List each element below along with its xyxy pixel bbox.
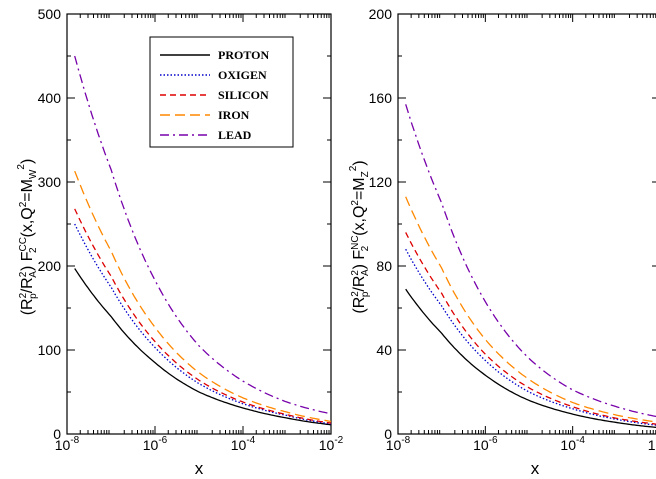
left-ylabel-s2: A <box>28 271 39 278</box>
left-x-axis-label: x <box>195 459 204 478</box>
right-panel: 10-810-610-410-204080120160200 <box>369 6 656 453</box>
legend-label-proton: PROTON <box>218 48 269 62</box>
right-y-tick-label: 120 <box>369 174 393 190</box>
left-x-tick-label: 10-2 <box>319 435 344 453</box>
right-ylabel-m1: /R <box>351 276 368 292</box>
right-x-tick-base: 10 <box>386 437 402 453</box>
right-series-proton <box>405 288 656 428</box>
left-ylabel-s4: W <box>28 169 39 179</box>
left-ylabel-m4: =M <box>19 179 36 202</box>
left-y-tick-label: 400 <box>38 90 62 106</box>
left-ylabel-s3: 2 <box>28 247 39 253</box>
right-series-oxigen <box>405 248 656 426</box>
left-ylabel-sup1: 2 <box>18 292 29 298</box>
left-x-tick-label: 10-6 <box>143 435 168 453</box>
left-series-silicon <box>74 208 332 424</box>
left-y-tick-label: 0 <box>53 426 61 442</box>
right-ylabel-sup1: 2 <box>350 291 361 297</box>
right-x-tick-label: 10-8 <box>386 435 411 453</box>
left-x-tick-label: 10-8 <box>55 435 80 453</box>
left-ylabel-sup4: 2 <box>18 201 29 207</box>
right-ylabel-m2: ) F <box>351 250 368 270</box>
left-x-tick-base: 10 <box>143 437 159 453</box>
right-series-lead <box>405 104 656 418</box>
legend-label-oxigen: OXIGEN <box>218 68 267 82</box>
left-ylabel-sup5: 2 <box>16 164 27 170</box>
left-ylabel-s1: p <box>28 293 39 299</box>
right-ylabel-sup2: 2 <box>350 270 361 276</box>
right-x-tick-exp: -6 <box>489 435 498 446</box>
left-ylabel-m2: ) F <box>19 251 36 271</box>
right-series-iron <box>405 196 656 423</box>
left-x-tick-base: 10 <box>55 437 71 453</box>
right-y-tick-label: 200 <box>369 6 393 22</box>
left-x-tick-exp: -4 <box>246 435 255 446</box>
left-ylabel-pre: (R <box>19 298 36 315</box>
right-x-tick-base: 10 <box>560 437 576 453</box>
left-ylabel-post: ) <box>19 159 36 164</box>
right-ylabel-pre: (R <box>351 297 368 314</box>
left-x-tick-base: 10 <box>319 437 335 453</box>
right-y-axis-label: (R2p/R2A) FNC2(x,Q2=MZ2) <box>348 160 371 313</box>
right-x-tick-base: 10 <box>648 437 656 453</box>
right-x-tick-label: 10-2 <box>648 435 656 453</box>
right-x-tick-base: 10 <box>473 437 489 453</box>
right-x-tick-label: 10-6 <box>473 435 498 453</box>
right-ylabel-s4: Z <box>360 171 371 177</box>
left-ylabel-m3: (x,Q <box>19 207 36 237</box>
left-x-tick-exp: -6 <box>158 435 167 446</box>
right-y-tick-label: 40 <box>376 342 392 358</box>
left-x-tick-exp: -2 <box>334 435 343 446</box>
left-plot-frame <box>66 13 332 435</box>
left-ylabel-sup2: 2 <box>18 271 29 277</box>
right-ylabel-m4: =M <box>351 177 368 200</box>
right-ylabel-sup5: 2 <box>348 165 359 171</box>
right-y-tick-label: 80 <box>376 258 392 274</box>
legend: PROTON OXIGEN SILICON IRON LEAD <box>149 36 294 148</box>
right-ylabel-s1: p <box>360 291 371 297</box>
right-y-tick-label: 160 <box>369 90 393 106</box>
legend-label-silicon: SILICON <box>218 88 269 102</box>
left-y-tick-label: 200 <box>38 258 62 274</box>
left-x-tick-label: 10-4 <box>231 435 256 453</box>
right-x-tick-label: 10-4 <box>560 435 585 453</box>
right-ylabel-m3: (x,Q <box>351 206 368 236</box>
left-ylabel-sup3: CC <box>18 237 29 251</box>
right-ylabel-s2: A <box>360 269 371 276</box>
legend-label-iron: IRON <box>218 108 250 122</box>
left-series-lead <box>74 55 332 415</box>
right-ylabel-s3: 2 <box>360 245 371 251</box>
left-y-tick-label: 300 <box>38 174 62 190</box>
right-plot-frame <box>397 13 656 435</box>
left-y-tick-label: 500 <box>38 6 62 22</box>
right-ylabel-sup3: NC <box>350 235 361 249</box>
right-series-silicon <box>405 232 656 425</box>
legend-label-lead: LEAD <box>218 128 252 142</box>
left-ylabel-m1: /R <box>19 277 36 293</box>
left-series-proton <box>74 268 332 426</box>
right-x-tick-exp: -4 <box>576 435 585 446</box>
right-ylabel-sup4: 2 <box>350 200 361 206</box>
right-y-tick-label: 0 <box>384 426 392 442</box>
right-ylabel-post: ) <box>351 160 368 165</box>
left-x-tick-exp: -8 <box>70 435 79 446</box>
right-x-tick-exp: -8 <box>401 435 410 446</box>
left-series-iron <box>74 170 332 423</box>
left-x-tick-base: 10 <box>231 437 247 453</box>
left-y-tick-label: 100 <box>38 342 62 358</box>
left-y-axis-label: (R2p/R2A) FCC2(x,Q2=MW2) <box>16 159 39 316</box>
right-x-axis-label: x <box>531 459 540 478</box>
